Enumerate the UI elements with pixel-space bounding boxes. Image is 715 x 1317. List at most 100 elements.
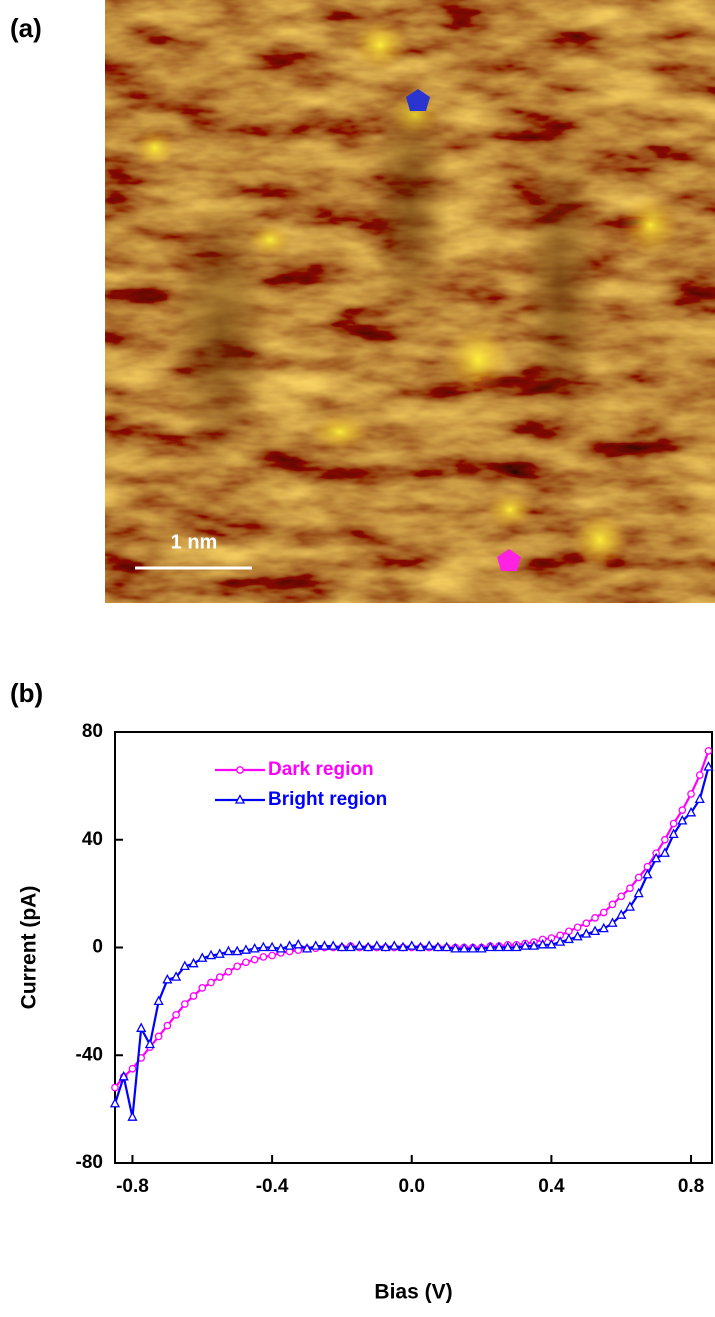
data-point bbox=[328, 940, 339, 950]
data-point bbox=[485, 941, 496, 952]
data-point bbox=[678, 806, 687, 814]
data-point bbox=[687, 790, 695, 798]
data-point bbox=[546, 938, 557, 949]
data-point bbox=[163, 1021, 172, 1030]
data-point bbox=[319, 940, 330, 950]
data-point bbox=[589, 925, 601, 935]
data-point bbox=[616, 909, 627, 919]
data-point bbox=[172, 1010, 180, 1019]
data-point bbox=[189, 992, 198, 1000]
data-point bbox=[591, 914, 599, 922]
data-point bbox=[424, 940, 435, 950]
y-tick-label: 80 bbox=[82, 721, 103, 742]
data-point bbox=[109, 1097, 121, 1108]
data-point bbox=[389, 940, 400, 950]
data-point bbox=[669, 819, 678, 828]
scale-bar-label: 1 nm bbox=[171, 531, 218, 553]
data-point bbox=[432, 941, 444, 952]
x-tick-label: -0.8 bbox=[116, 1176, 149, 1197]
data-point bbox=[520, 940, 531, 950]
y-tick-label: 0 bbox=[92, 937, 103, 958]
data-point bbox=[380, 941, 391, 952]
data-point bbox=[259, 953, 268, 961]
data-point bbox=[581, 928, 592, 938]
data-point bbox=[284, 940, 295, 950]
data-point bbox=[162, 973, 173, 984]
x-tick-label: 0.0 bbox=[399, 1176, 425, 1197]
data-point bbox=[406, 940, 417, 950]
data-point bbox=[250, 955, 259, 964]
data-point bbox=[198, 984, 207, 992]
panel-label: (a) bbox=[10, 13, 42, 43]
data-point bbox=[223, 945, 234, 956]
data-point bbox=[310, 940, 321, 950]
data-point bbox=[633, 887, 644, 898]
data-point bbox=[233, 962, 242, 971]
data-point bbox=[336, 941, 348, 952]
data-point bbox=[528, 940, 540, 950]
data-point bbox=[617, 892, 626, 901]
data-point bbox=[180, 1000, 189, 1008]
data-point bbox=[267, 941, 278, 952]
data-point bbox=[363, 941, 374, 952]
legend-label: Dark region bbox=[268, 759, 374, 780]
data-point bbox=[224, 967, 233, 976]
data-point bbox=[171, 971, 182, 981]
data-point bbox=[197, 952, 208, 962]
data-point bbox=[450, 942, 461, 953]
data-point bbox=[668, 828, 679, 839]
x-axis-title: Bias (V) bbox=[374, 1281, 452, 1304]
data-point bbox=[677, 815, 688, 825]
data-point bbox=[214, 948, 225, 958]
data-point bbox=[275, 942, 286, 953]
x-tick-label: 0.4 bbox=[538, 1176, 565, 1197]
data-point bbox=[128, 1064, 137, 1073]
data-point bbox=[207, 978, 215, 987]
x-tick-label: 0.8 bbox=[678, 1176, 704, 1197]
data-point bbox=[354, 940, 365, 950]
data-point bbox=[626, 884, 634, 893]
data-point bbox=[555, 936, 566, 946]
y-tick-label: 40 bbox=[82, 829, 103, 850]
data-point bbox=[694, 793, 705, 803]
data-point bbox=[153, 995, 164, 1006]
data-point bbox=[234, 794, 246, 804]
data-point bbox=[572, 930, 583, 941]
data-point bbox=[240, 944, 252, 954]
data-point bbox=[205, 949, 217, 960]
data-point bbox=[651, 852, 662, 863]
data-point bbox=[563, 933, 574, 944]
data-point bbox=[293, 938, 304, 949]
stm-image: 1 nm bbox=[105, 0, 715, 603]
data-point bbox=[441, 941, 452, 952]
data-point bbox=[188, 957, 199, 968]
data-point bbox=[537, 938, 548, 949]
data-point bbox=[144, 1038, 155, 1049]
data-point bbox=[268, 951, 276, 960]
data-point bbox=[397, 941, 409, 952]
data-point bbox=[232, 945, 243, 956]
data-point bbox=[598, 922, 609, 933]
data-point bbox=[179, 960, 190, 971]
data-point bbox=[242, 958, 250, 967]
data-point bbox=[582, 919, 591, 928]
data-point bbox=[502, 941, 513, 952]
data-point bbox=[136, 1022, 147, 1032]
data-point bbox=[415, 941, 426, 952]
data-point bbox=[118, 1070, 129, 1081]
x-tick-label: -0.4 bbox=[256, 1176, 289, 1197]
y-tick-label: -80 bbox=[76, 1152, 103, 1173]
data-point bbox=[634, 873, 643, 882]
data-point bbox=[642, 868, 653, 879]
data-point bbox=[301, 942, 313, 953]
data-point bbox=[704, 747, 713, 755]
data-point bbox=[345, 941, 356, 952]
chart: -0.8 -0.4 0.0 0.4 0.8 -80 -40 0 40 80 Bias (V) Curr… bbox=[18, 721, 714, 1304]
y-axis-title: Current (pA) bbox=[18, 886, 41, 1010]
data-point bbox=[661, 835, 669, 844]
data-point bbox=[236, 766, 244, 774]
data-point bbox=[511, 941, 522, 952]
data-point bbox=[607, 917, 618, 927]
data-point bbox=[624, 901, 636, 911]
